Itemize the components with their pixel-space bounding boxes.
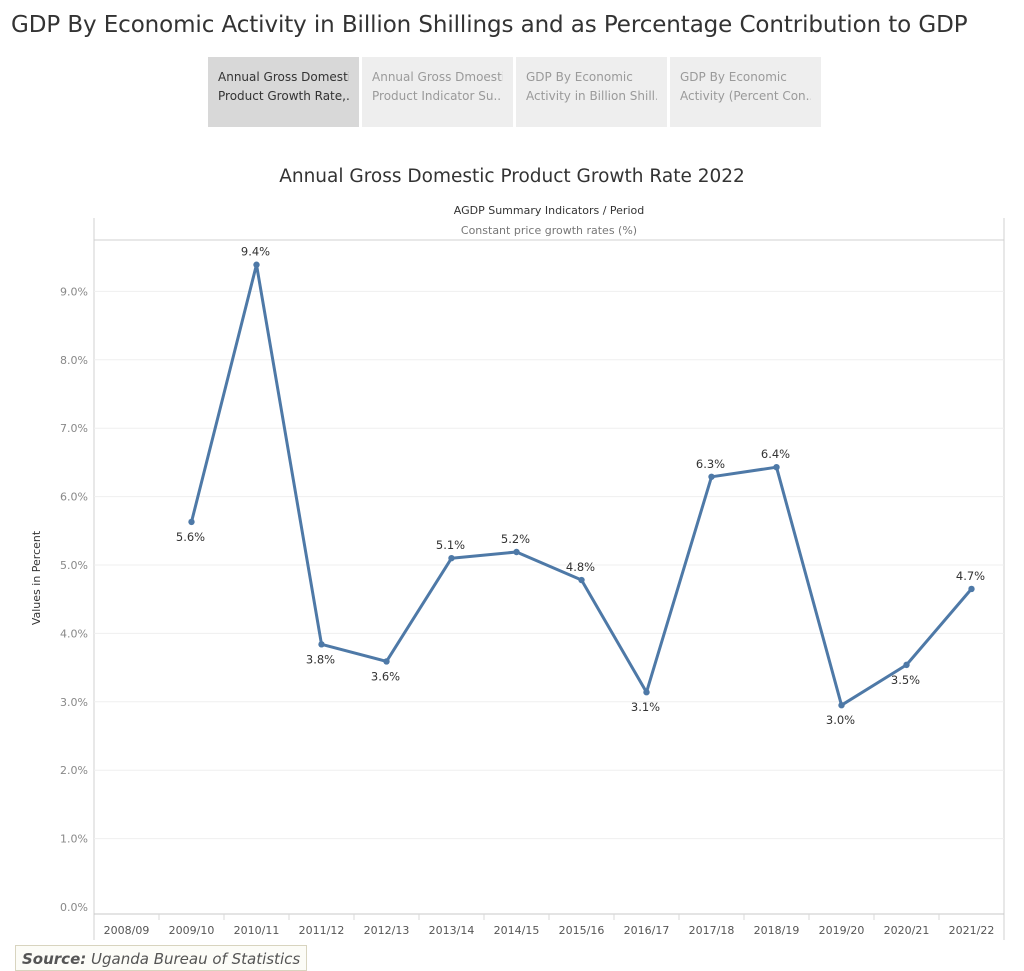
data-point [383,658,390,665]
tab-label-line2: Activity in Billion Shill.. [526,89,657,103]
data-label: 4.8% [566,560,595,574]
tab-label-line1: Annual Gross Dmoestic [372,70,503,84]
x-tick-label: 2016/17 [624,924,670,937]
data-label: 3.1% [631,700,660,714]
data-label: 4.7% [956,569,985,583]
y-tick-label: 9.0% [60,285,88,298]
x-tick-label: 2018/19 [754,924,800,937]
y-tick-label: 5.0% [60,559,88,572]
x-tick-label: 2008/09 [104,924,150,937]
y-axis-ticks: 0.0% 1.0% 2.0% 3.0% 4.0% 5.0% 6.0% 7.0% 8.0% 9.0% [60,285,88,914]
data-label: 3.8% [306,652,335,666]
data-label: 9.4% [241,245,270,259]
data-point [903,661,910,669]
tab-label-line2: Product Indicator Su.. [372,89,502,103]
x-tick-label: 2009/10 [169,924,215,937]
source-label: Source: [22,950,87,968]
y-tick-label: 3.0% [60,696,88,709]
data-label: 3.6% [371,669,400,683]
x-tick-label: 2014/15 [494,924,540,937]
tab-gdp-percent-contribution[interactable]: GDP By Economic Activity (Percent Con.. [670,57,821,127]
tab-label-line1: GDP By Economic [680,70,787,84]
tab-label-line1: Annual Gross Domestic [218,70,349,84]
x-tick-label: 2010/11 [234,924,280,937]
x-tick-label: 2012/13 [364,924,410,937]
gridlines [94,290,1004,840]
view-tabs: Annual Gross Domestic Product Growth Rat… [208,57,821,127]
data-point [968,585,975,593]
tab-gdp-billion-shillings[interactable]: GDP By Economic Activity in Billion Shil… [516,57,667,127]
data-point [643,689,650,696]
chart-title: Annual Gross Domestic Product Growth Rat… [279,166,745,187]
chart-header: AGDP Summary Indicators / Period [454,204,644,217]
y-tick-label: 0.0% [60,901,88,914]
x-tick-label: 2011/12 [299,924,345,937]
data-point [578,576,585,584]
data-point [773,463,780,471]
tab-label-line2: Activity (Percent Con.. [680,89,811,103]
data-label: 5.6% [176,530,205,544]
y-tick-label: 4.0% [60,627,88,640]
data-labels: 5.6% 9.4% 3.8% 3.6% 5.1% 5.2% 4.8% 3.1% 6.3% 6.4%… [176,245,985,727]
source-note: Source: Uganda Bureau of Statistics [15,945,308,971]
data-point [318,641,325,648]
page-title: GDP By Economic Activity in Billion Shil… [11,12,968,38]
tab-label-line2: Product Growth Rate,.. [218,89,349,103]
data-point [448,554,455,562]
y-tick-label: 7.0% [60,422,88,435]
x-tick-label: 2021/22 [949,924,995,937]
tab-growth-rate[interactable]: Annual Gross Domestic Product Growth Rat… [208,57,359,127]
data-label: 3.5% [891,673,920,687]
y-tick-label: 8.0% [60,354,88,367]
x-tick-label: 2013/14 [429,924,475,937]
x-tick-label: 2019/20 [819,924,865,937]
data-point [708,473,715,480]
y-tick-label: 2.0% [60,764,88,777]
y-tick-label: 1.0% [60,833,88,846]
data-label: 5.1% [436,538,465,552]
data-points [188,261,975,709]
data-label: 6.3% [696,457,725,471]
tab-indicator-summary[interactable]: Annual Gross Dmoestic Product Indicator … [362,57,513,127]
data-label: 3.0% [826,713,855,727]
data-point [253,261,260,268]
growth-rate-line [190,263,973,707]
tab-label-line1: GDP By Economic [526,70,633,84]
y-tick-label: 6.0% [60,491,88,504]
data-point [188,518,195,526]
x-tick-label: 2017/18 [689,924,735,937]
data-point [513,548,520,556]
data-point [838,702,845,709]
y-axis-title: Values in Percent [30,530,43,625]
data-label: 5.2% [501,532,530,546]
source-text: Uganda Bureau of Statistics [91,950,301,968]
x-axis-ticks: 2008/09 2009/10 2010/11 2011/12 2012/13 2013/… [104,914,995,937]
x-tick-label: 2015/16 [559,924,605,937]
chart-frame [93,218,1005,940]
chart-subheader: Constant price growth rates (%) [461,224,637,237]
data-label: 6.4% [761,447,790,461]
x-tick-label: 2020/21 [884,924,930,937]
